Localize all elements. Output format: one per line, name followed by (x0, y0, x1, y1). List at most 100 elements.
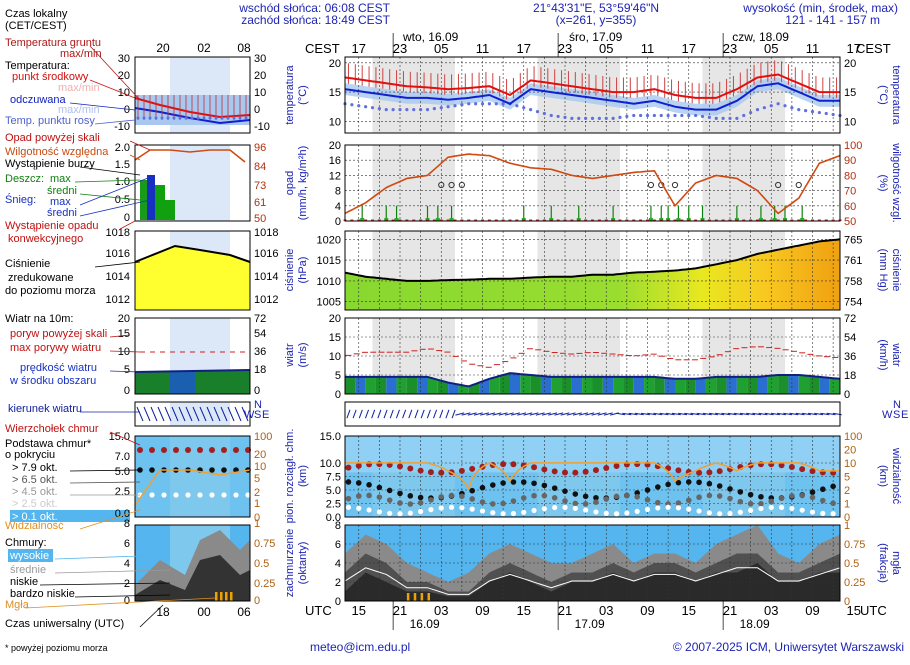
cloud-top-dot (716, 468, 723, 475)
cloud-base-dot (366, 482, 372, 488)
dew-point-dot (783, 104, 787, 108)
legend-connector (24, 597, 216, 609)
cloud-base-dot-01 (510, 510, 517, 517)
cloud-base-dot-65 (758, 500, 764, 507)
mini-wind-tick: 15 (118, 328, 130, 340)
legend-high: wysokie (9, 550, 49, 562)
dew-point-dot (728, 116, 732, 120)
dew-point-dot (611, 116, 615, 120)
side-precip-r2: (%) (877, 174, 889, 191)
legend-connector (94, 119, 136, 125)
wind-speed-segment (582, 376, 593, 394)
humidity-right-tick: 60 (844, 201, 856, 213)
legend-snow-max: max (50, 196, 71, 208)
mini-temp-line (134, 97, 251, 119)
precip-occ-tick (426, 219, 429, 221)
dew-point-dot (405, 108, 409, 112)
cloud-base-dot (386, 487, 393, 494)
mini-vis-tick: 1 (254, 498, 260, 510)
temp-right-tick: 10 (844, 116, 856, 128)
mini-dew-dot (226, 116, 230, 120)
legend-rain-max: max (50, 173, 71, 185)
wind-arrow (603, 412, 613, 416)
wind-arrow (659, 412, 669, 416)
mini-cloud-base-dot-01 (209, 492, 215, 498)
wind-speed-segment (736, 376, 748, 394)
wind-speed-segment (396, 376, 407, 394)
cloud-top-dot (417, 467, 424, 474)
mini-cloud-top-dot (221, 447, 227, 453)
prec-frame (344, 144, 841, 222)
footer-email[interactable]: meteo@icm.edu.pl (310, 640, 410, 654)
dew-point-dot (735, 116, 739, 120)
cloud-base-dot-01 (748, 507, 754, 513)
wind-arrow (486, 412, 496, 416)
wind-arrow (402, 409, 407, 419)
cloud-base-dot-01 (686, 506, 692, 512)
legend-storm: Wystąpienie burzy (5, 158, 95, 170)
mini-cloud-top-dot (185, 447, 191, 453)
wind-speed-segment (726, 376, 737, 394)
precip-left-tick: 0 (335, 216, 341, 228)
precip-occ-tick (522, 219, 526, 221)
cloud-base-dot-65 (510, 498, 517, 504)
cloud-top-dot (458, 467, 465, 474)
legend-connector (94, 261, 141, 268)
precip-occ-tick (646, 219, 649, 221)
wind-arrow (746, 412, 756, 416)
cloud-base-dot-01 (490, 510, 496, 516)
cest-label-right: CEST (856, 41, 891, 56)
mini-dew-dot (154, 116, 158, 120)
cloud-top-dot (592, 467, 599, 474)
wind-arrow (826, 412, 836, 416)
cloud-top-dot (376, 461, 383, 468)
fog-bar (413, 593, 417, 601)
mini-fog-bar (215, 592, 218, 601)
cloud-base-dot-01 (665, 504, 671, 510)
cloud-frame (344, 435, 841, 518)
mini-dew-dot (160, 116, 164, 120)
mini-humidity-tick: 84 (254, 161, 266, 173)
precip-occ-tick (536, 219, 539, 221)
cloud-base-dot-65 (613, 493, 620, 500)
cloud-base-dot-01 (479, 508, 486, 514)
mini-dew-dot (244, 116, 248, 120)
day-top-label: wto, 16.09 (402, 30, 459, 44)
cloud-base-dot-65 (593, 499, 599, 505)
cloud-top-dot (788, 464, 795, 471)
cloud-base-dot (551, 485, 558, 491)
cest-tick: 17 (847, 41, 861, 56)
precip-occ-tick (570, 219, 574, 221)
temp-left-tick: 10 (329, 116, 341, 128)
wind-arrow (690, 412, 700, 416)
fog-right-tick: 0.5 (844, 558, 859, 570)
precip-occ-tick (384, 219, 388, 221)
mini-temp-tick-l: 10 (118, 87, 130, 99)
mini-wind-arrow (199, 406, 207, 422)
cloud-base-dot-65 (706, 492, 713, 499)
side-precip-l: opad (284, 171, 296, 195)
precip-left-tick: 8 (335, 186, 341, 198)
mini-dew-dot (214, 116, 218, 120)
mini-press-tick-l: 1012 (106, 294, 130, 306)
mini-wind-arrow (213, 406, 221, 422)
wind-arrow (591, 412, 601, 416)
wind-arrow (789, 412, 799, 416)
cloud-base-dot-65 (397, 500, 403, 506)
legend-connector (139, 604, 164, 628)
precip-occ-tick (398, 219, 402, 221)
cloud-top-dot (675, 467, 682, 474)
cloud-base-dot-65 (417, 499, 424, 506)
cloud-base-dot-01 (407, 510, 413, 516)
dew-point-dot (460, 103, 464, 107)
cest-tick: 05 (599, 41, 613, 56)
mini-wind-tick: 20 (118, 313, 130, 325)
cloud-base-dot-01 (778, 504, 785, 510)
cloud-base-dot-01 (696, 508, 702, 514)
storm-marker (438, 181, 445, 189)
mini-cloud-top-dot (173, 447, 179, 453)
dew-point-dot (556, 114, 560, 119)
cloud-left-tick: 5.0 (326, 485, 341, 497)
press-left-tick: 1020 (317, 234, 341, 246)
mini-vis-tick: 100 (254, 431, 272, 443)
